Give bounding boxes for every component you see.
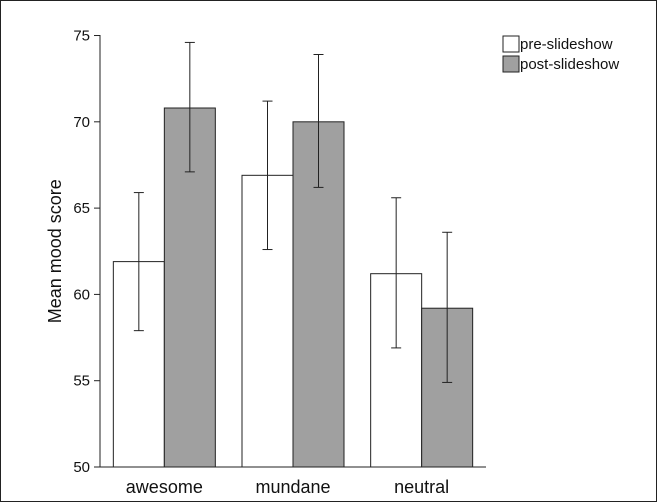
y-tick-label: 60 xyxy=(73,286,90,303)
legend-swatch-post xyxy=(502,55,520,73)
y-axis-title: Mean mood score xyxy=(45,179,65,323)
legend-label-post: post-slideshow xyxy=(520,56,619,73)
bars xyxy=(112,107,474,468)
y-tick-label: 70 xyxy=(73,114,90,131)
y-tick-label: 65 xyxy=(73,200,90,217)
error-bars xyxy=(133,41,453,383)
category-labels: awesome mundane neutral xyxy=(126,477,449,497)
category-label-awesome: awesome xyxy=(126,477,203,497)
y-tick-label: 55 xyxy=(73,373,90,390)
legend-label-pre: pre-slideshow xyxy=(520,36,613,53)
category-label-mundane: mundane xyxy=(255,477,330,497)
y-ticks: 50 55 60 65 70 75 xyxy=(73,28,100,476)
category-label-neutral: neutral xyxy=(394,477,449,497)
y-tick-label: 50 xyxy=(73,459,90,476)
legend: pre-slideshow post-slideshow xyxy=(502,35,619,73)
legend-swatch-pre xyxy=(502,35,520,53)
y-tick-label: 75 xyxy=(73,28,90,45)
